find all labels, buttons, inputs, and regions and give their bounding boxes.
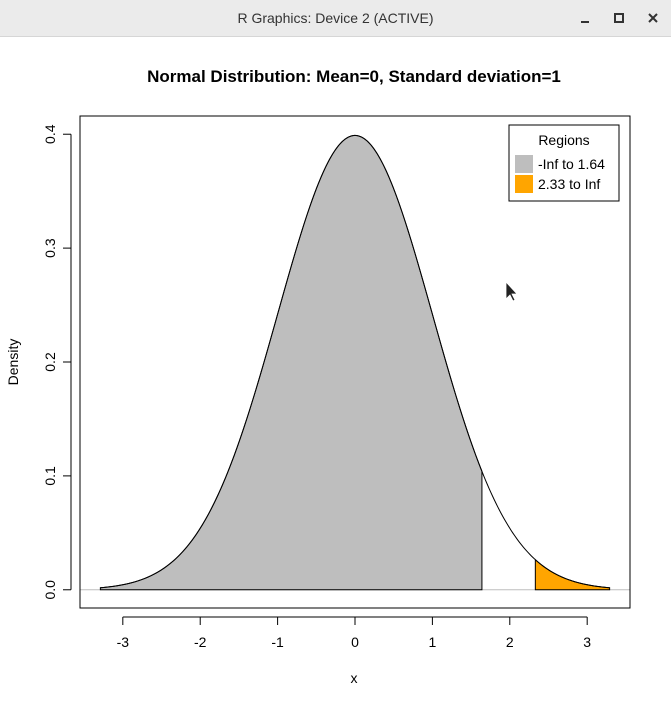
mouse-pointer-icon (505, 280, 518, 302)
legend: Regions -Inf to 1.64 2.33 to Inf (508, 124, 620, 202)
y-tick-label: 0.1 (42, 466, 58, 486)
maximize-button[interactable] (606, 6, 632, 30)
region-2-33-to-inf (534, 558, 611, 591)
close-button[interactable] (640, 6, 666, 30)
x-tick-label: -2 (194, 634, 207, 650)
legend-label-2-33-to-inf: 2.33 to Inf (538, 176, 600, 192)
region-inf-to-1-64 (99, 134, 483, 591)
y-tick-label: 0.0 (42, 580, 58, 600)
legend-swatch-2-33-to-inf (515, 175, 533, 193)
plot-box (79, 115, 631, 609)
minimize-button[interactable] (572, 6, 598, 30)
y-tick-label: 0.3 (42, 238, 58, 258)
chart: Normal Distribution: Mean=0, Standard de… (5, 67, 631, 686)
title-bar[interactable]: R Graphics: Device 2 (ACTIVE) (0, 0, 671, 37)
y-axis: 0.0 0.1 0.2 0.3 0.4 (42, 124, 72, 600)
maximize-icon (614, 13, 624, 23)
x-axis-label: x (351, 670, 358, 686)
chart-title: Normal Distribution: Mean=0, Standard de… (147, 67, 561, 86)
y-axis-label: Density (5, 339, 21, 386)
curve-layer (100, 134, 610, 589)
x-axis: -3 -2 -1 0 1 2 3 (117, 616, 591, 650)
legend-label-inf-to-1-64: -Inf to 1.64 (538, 156, 605, 172)
x-tick-label: 2 (506, 634, 514, 650)
close-icon (648, 13, 658, 23)
x-tick-label: -3 (117, 634, 130, 650)
legend-swatch-inf-to-1-64 (515, 155, 533, 173)
legend-title: Regions (538, 132, 589, 148)
plot-area: Normal Distribution: Mean=0, Standard de… (0, 37, 671, 707)
x-tick-label: 3 (583, 634, 591, 650)
regions-layer (80, 134, 630, 591)
y-tick-label: 0.4 (42, 124, 58, 144)
x-tick-label: 0 (351, 634, 359, 650)
y-tick-label: 0.2 (42, 352, 58, 372)
density-curve (100, 134, 610, 589)
window-title: R Graphics: Device 2 (ACTIVE) (237, 10, 434, 26)
x-tick-label: -1 (271, 634, 284, 650)
x-tick-label: 1 (428, 634, 436, 650)
minimize-icon (581, 21, 589, 23)
